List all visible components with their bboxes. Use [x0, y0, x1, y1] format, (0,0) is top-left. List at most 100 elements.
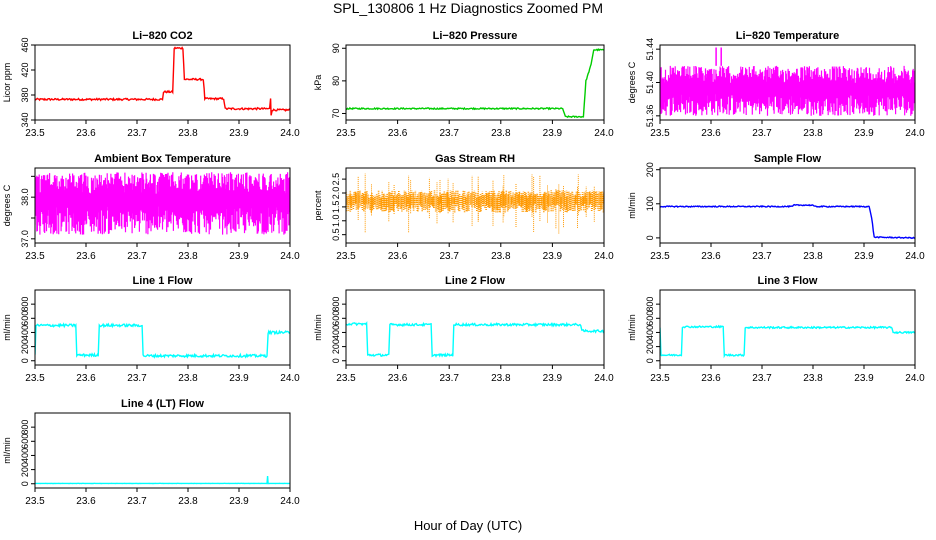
- x-tick-label: 23.5: [25, 128, 45, 139]
- y-axis-label: degrees C: [2, 184, 12, 226]
- x-tick-label: 24.0: [280, 373, 300, 384]
- x-tick-label: 23.6: [76, 373, 96, 384]
- panel-2: Li−820 Pressure 23.5 23.6 23.7 23.8 23.9 24.0 7…: [313, 30, 614, 139]
- y-tick-label: 2.0: [331, 187, 341, 200]
- x-tick-label: 24.0: [280, 128, 300, 139]
- x-tick-label: 23.8: [178, 251, 198, 262]
- y-axis-label: kPa: [313, 75, 323, 91]
- plot-frame: [659, 289, 916, 366]
- y-tick-label: 100: [645, 196, 655, 211]
- plot-frame: [345, 44, 605, 121]
- x-tick-label: 24.0: [280, 496, 300, 507]
- y-tick-label: 51.36: [645, 105, 655, 128]
- y-tick-label: 70: [331, 108, 341, 118]
- figure-title: SPL_130806 1 Hz Diagnostics Zoomed PM: [332, 0, 604, 16]
- x-tick-label: 23.9: [854, 251, 874, 262]
- plot-frame: [34, 412, 291, 489]
- series-outliers: [357, 173, 595, 234]
- y-axis-label: ml/min: [627, 192, 637, 219]
- x-tick-label: 23.8: [178, 373, 198, 384]
- panel-4: Ambient Box Temperature 23.5 23.6 23.7 23.8 2…: [2, 153, 300, 262]
- panel-3: Li−820 Temperature 23.5 23.6 23.7 23.8 23.9 24…: [627, 30, 925, 139]
- panel-title: Line 3 Flow: [758, 275, 818, 287]
- x-tick-label: 23.8: [491, 373, 511, 384]
- y-tick-label: 400: [331, 325, 341, 340]
- x-tick-label: 23.8: [803, 373, 823, 384]
- plot-frame: [34, 289, 291, 366]
- y-tick-label: 400: [20, 448, 30, 463]
- y-axis-label: ml/min: [313, 314, 323, 341]
- x-tick-label: 23.5: [25, 251, 45, 262]
- x-tick-label: 24.0: [280, 251, 300, 262]
- x-tick-label: 23.6: [701, 128, 721, 139]
- panel-8: Line 2 Flow 23.5 23.6 23.7 23.8 23.9 24.0 0 2004…: [313, 275, 614, 384]
- x-tick-label: 23.5: [336, 251, 356, 262]
- x-tick-label: 23.6: [701, 373, 721, 384]
- x-tick-label: 23.8: [803, 128, 823, 139]
- y-tick-label: 420: [20, 62, 30, 77]
- series-line-1: [346, 321, 604, 358]
- x-tick-label: 23.5: [336, 128, 356, 139]
- panel-title: Li−820 CO2: [132, 30, 192, 42]
- x-tick-label: 23.9: [229, 496, 249, 507]
- x-tick-label: 23.9: [543, 251, 563, 262]
- panel-title: Gas Stream RH: [435, 153, 515, 165]
- x-tick-label: 24.0: [905, 373, 925, 384]
- x-tick-label: 23.6: [76, 251, 96, 262]
- x-tick-label: 23.8: [803, 251, 823, 262]
- y-tick-label: 0: [331, 358, 341, 363]
- panel-title: Line 1 Flow: [133, 275, 193, 287]
- x-tick-label: 23.7: [752, 128, 772, 139]
- x-tick-label: 23.7: [127, 128, 147, 139]
- panel-title: Line 2 Flow: [445, 275, 505, 287]
- x-tick-label: 23.8: [178, 128, 198, 139]
- x-tick-label: 23.8: [491, 128, 511, 139]
- plot-frame: [345, 289, 605, 366]
- panel-data: [660, 203, 915, 240]
- plot-frame: [659, 167, 916, 244]
- series-line-1: [346, 48, 604, 119]
- plot-frame: [34, 44, 291, 121]
- x-tick-label: 23.7: [439, 373, 459, 384]
- plot-frame: [34, 167, 291, 244]
- x-tick-label: 23.5: [650, 251, 670, 262]
- x-tick-label: 23.5: [650, 373, 670, 384]
- x-tick-label: 23.9: [854, 128, 874, 139]
- x-tick-label: 23.6: [701, 251, 721, 262]
- x-tick-label: 23.9: [229, 251, 249, 262]
- panel-data: [346, 48, 604, 119]
- y-tick-label: 380: [20, 87, 30, 102]
- series-line-1: [660, 203, 915, 240]
- y-tick-label: 600: [331, 311, 341, 326]
- panel-title: Li−820 Pressure: [433, 30, 518, 42]
- x-tick-label: 23.6: [76, 128, 96, 139]
- y-tick-label: 37.0: [20, 230, 30, 248]
- y-tick-label: 600: [20, 311, 30, 326]
- series-points: [346, 190, 604, 213]
- y-tick-label: 800: [20, 420, 30, 435]
- y-axis-label: ml/min: [2, 437, 12, 464]
- x-tick-label: 23.9: [229, 373, 249, 384]
- x-tick-label: 23.6: [388, 251, 408, 262]
- x-tick-label: 23.7: [752, 373, 772, 384]
- x-tick-label: 24.0: [594, 251, 614, 262]
- series-line-1: [35, 46, 290, 116]
- series-line-1: [35, 322, 290, 359]
- panel-data: [346, 173, 604, 234]
- x-tick-label: 23.7: [127, 496, 147, 507]
- series-band: [35, 172, 290, 235]
- x-tick-label: 23.5: [25, 373, 45, 384]
- y-tick-label: 0: [645, 358, 655, 363]
- panel-data: [35, 46, 290, 116]
- panel-data: [660, 47, 915, 116]
- panel-data: [346, 321, 604, 358]
- series-line-1: [35, 475, 290, 485]
- x-tick-label: 23.5: [336, 373, 356, 384]
- panel-10: Line 4 (LT) Flow 23.5 23.6 23.7 23.8 23.9 24.0…: [2, 398, 300, 507]
- series-line-1: [660, 324, 915, 359]
- panel-title: Sample Flow: [754, 153, 822, 165]
- x-tick-label: 23.5: [650, 128, 670, 139]
- y-tick-label: 340: [20, 112, 30, 127]
- y-tick-label: 800: [20, 297, 30, 312]
